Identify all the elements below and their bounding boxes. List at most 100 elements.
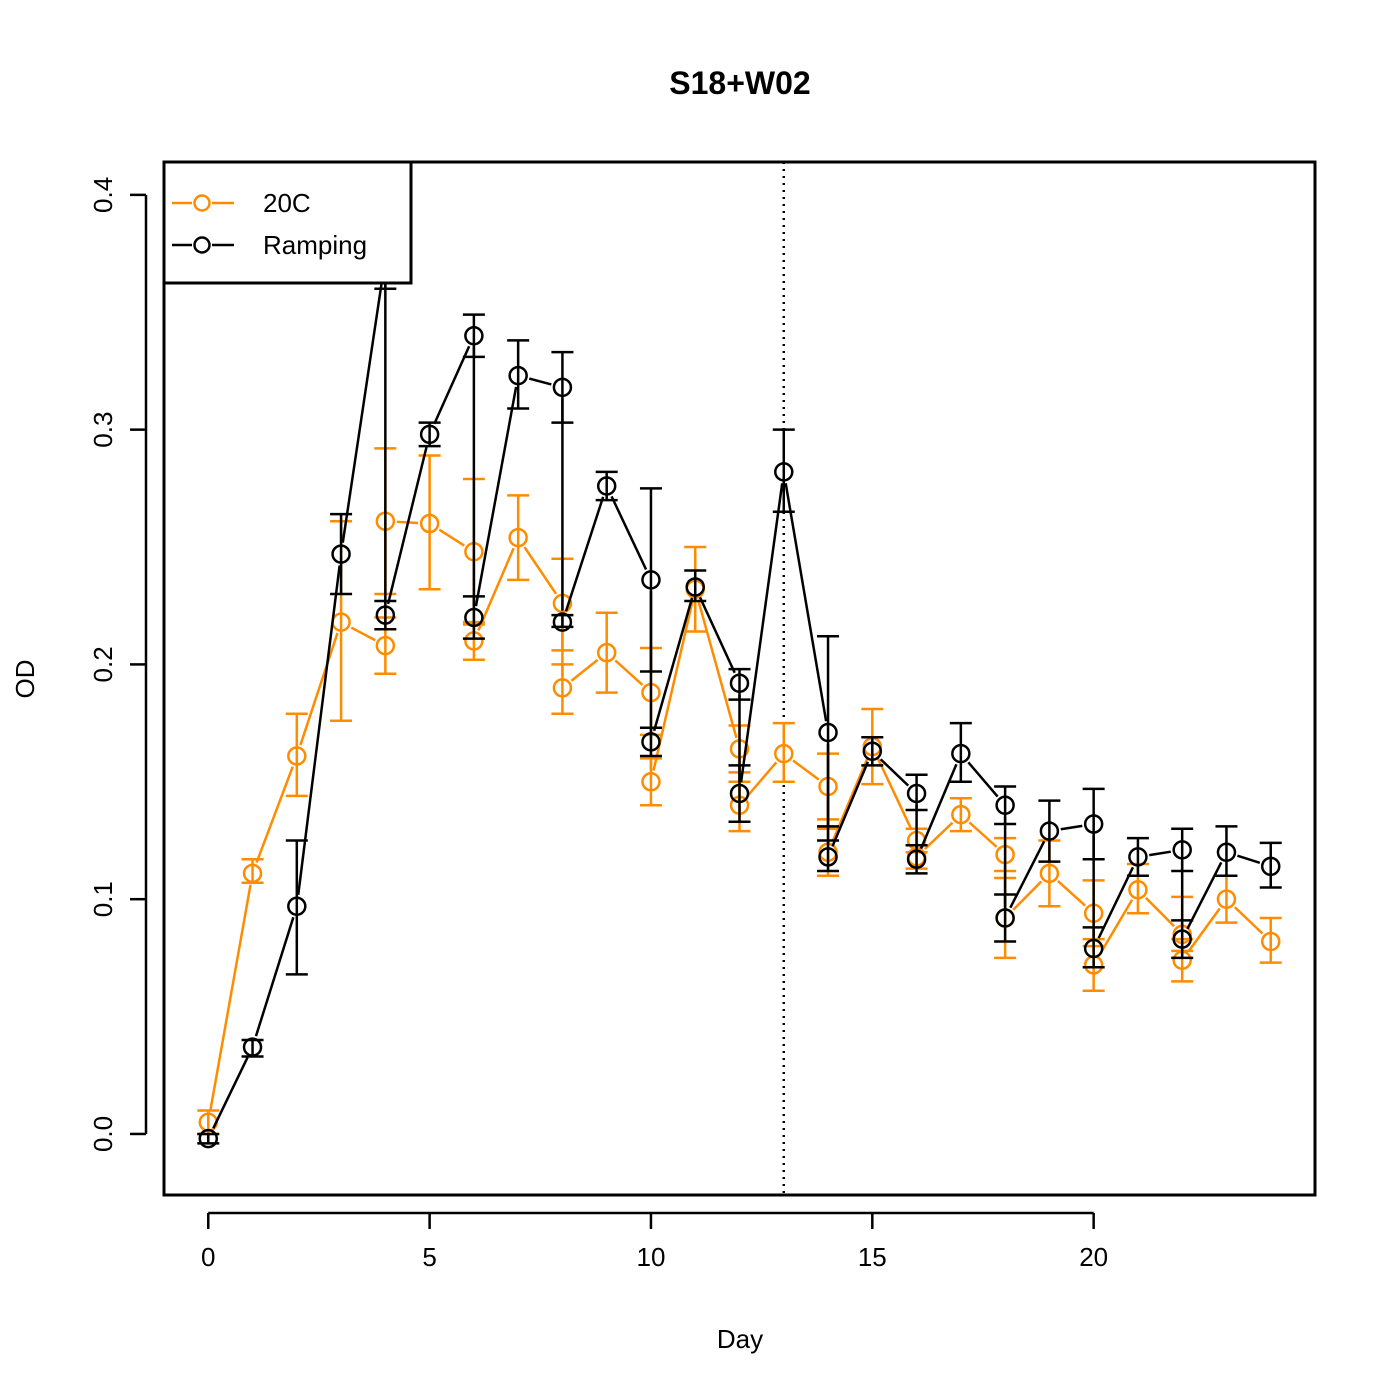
- data-point: [685, 577, 705, 597]
- y-tick-label: 0.0: [88, 1116, 118, 1152]
- x-tick-label: 20: [1079, 1242, 1108, 1272]
- data-point: [1172, 840, 1192, 860]
- series-segment: [386, 445, 429, 605]
- data-point: [375, 635, 396, 656]
- data-point: [951, 743, 971, 764]
- y-tick-label: 0.3: [88, 412, 118, 448]
- series-segment: [792, 759, 820, 781]
- data-point: [951, 804, 971, 825]
- series-segment: [1149, 850, 1172, 857]
- data-point: [774, 462, 794, 482]
- series-segment: [697, 600, 738, 739]
- legend-label: Ramping: [263, 230, 367, 260]
- data-point: [1172, 929, 1192, 949]
- data-point: [729, 673, 750, 693]
- data-point: [995, 908, 1015, 928]
- data-point: [818, 722, 838, 743]
- series-segment: [1057, 880, 1086, 907]
- data-point: [596, 642, 617, 663]
- series-segment: [255, 766, 294, 864]
- legend-box: [162, 160, 413, 285]
- legend-marker: [193, 236, 211, 254]
- chart-title: S18+W02: [669, 65, 810, 101]
- legend: 20C Ramping: [162, 160, 413, 285]
- data-point: [1083, 814, 1104, 834]
- series-segment: [746, 761, 778, 798]
- series-segment: [1233, 906, 1264, 935]
- series-segment: [299, 632, 339, 746]
- data-point: [1039, 863, 1060, 884]
- x-tick-label: 15: [858, 1242, 887, 1272]
- data-point: [552, 377, 573, 398]
- series-segment: [528, 377, 552, 386]
- series-segment: [433, 345, 471, 425]
- series-segment: [1186, 861, 1223, 930]
- series-segment: [1012, 880, 1043, 911]
- legend-item-20c: 20C: [172, 188, 311, 218]
- data-point: [641, 570, 661, 590]
- series-segment: [341, 269, 385, 543]
- data-point: [198, 1128, 219, 1149]
- data-point: [464, 325, 484, 346]
- data-point: [287, 896, 307, 916]
- series-segment: [968, 821, 998, 848]
- data-point: [641, 772, 661, 792]
- series-segment: [924, 821, 954, 850]
- legend-item-ramping: Ramping: [172, 230, 367, 260]
- data-point: [995, 795, 1015, 816]
- data-point: [1260, 931, 1281, 952]
- data-point: [1128, 847, 1148, 867]
- series-segment: [698, 596, 736, 674]
- data-point: [419, 513, 440, 534]
- data-point: [1039, 821, 1060, 841]
- data-point: [552, 612, 573, 632]
- series-segment: [350, 626, 376, 642]
- series-segment: [212, 1056, 249, 1129]
- series-segment: [209, 884, 252, 1112]
- data-point: [729, 783, 750, 804]
- data-point: [1216, 889, 1237, 909]
- series-segment: [254, 916, 295, 1037]
- data-point: [641, 732, 661, 752]
- series-segment: [438, 528, 465, 547]
- series-segment: [610, 495, 648, 571]
- x-tick-label: 10: [637, 1242, 666, 1272]
- data-point: [1128, 880, 1148, 900]
- data-point: [1216, 842, 1237, 862]
- data-point: [862, 741, 883, 762]
- series-segment: [1145, 897, 1175, 928]
- data-point: [242, 863, 263, 884]
- x-tick-label: 0: [201, 1242, 215, 1272]
- series-ramping: [197, 226, 1282, 1149]
- data-point: [419, 424, 440, 445]
- series-segment: [919, 763, 958, 850]
- series-segment: [784, 483, 828, 722]
- series-segment: [1237, 854, 1261, 865]
- series-segment: [967, 761, 999, 798]
- legend-label: 20C: [263, 188, 311, 218]
- data-point: [906, 783, 927, 804]
- x-axis-title: Day: [717, 1324, 763, 1354]
- y-tick-label: 0.4: [88, 177, 118, 213]
- legend-marker: [193, 194, 211, 212]
- data-point: [375, 605, 396, 625]
- data-point: [508, 365, 528, 386]
- series-segment: [1098, 899, 1134, 956]
- series-segment: [831, 761, 870, 847]
- series-segment: [1009, 840, 1046, 909]
- series-segment: [570, 658, 599, 682]
- series-segment: [739, 483, 784, 783]
- data-point: [774, 743, 794, 764]
- series-segment: [1060, 824, 1083, 831]
- data-point: [1260, 856, 1281, 877]
- series-segment: [477, 547, 515, 631]
- data-point: [818, 847, 838, 867]
- y-tick-label: 0.2: [88, 646, 118, 682]
- series-segment: [564, 496, 605, 612]
- series-layer: [197, 226, 1282, 1149]
- data-point: [508, 527, 528, 548]
- y-tick-label: 0.1: [88, 881, 118, 917]
- data-point: [464, 607, 484, 628]
- plot-frame: [162, 160, 1317, 1197]
